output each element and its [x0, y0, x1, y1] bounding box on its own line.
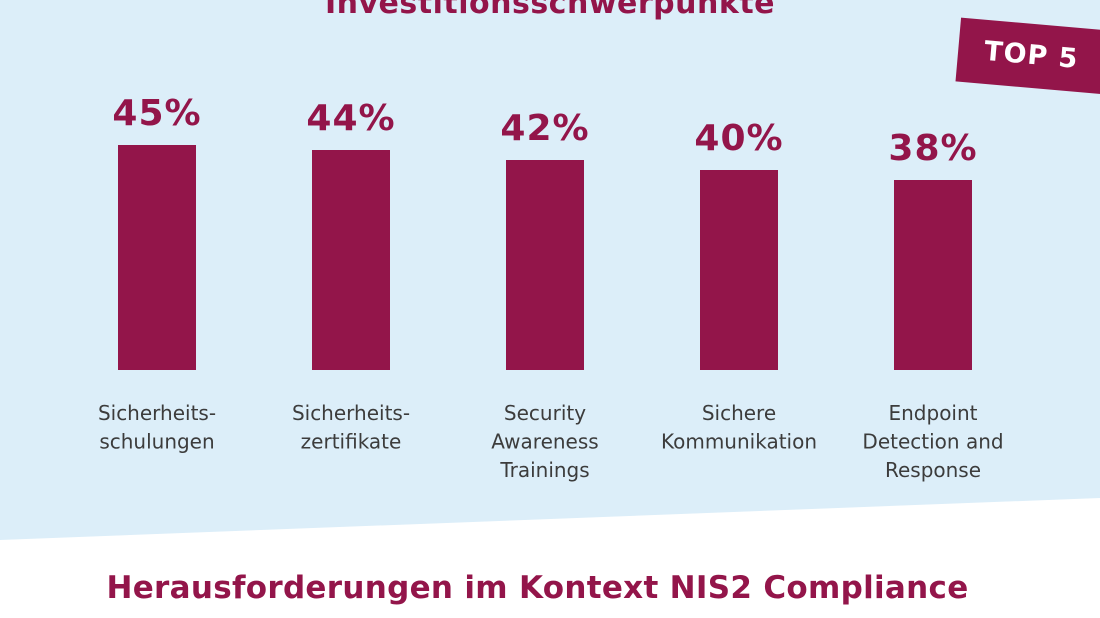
- bar-0: [118, 145, 196, 370]
- category-label-4: Endpoint Detection and Response: [862, 401, 1003, 482]
- category-label-2: Security Awareness Trainings: [491, 401, 598, 482]
- bar-2: [506, 160, 584, 370]
- section-heading: Herausforderungen im Kontext NIS2 Compli…: [106, 570, 969, 606]
- value-label-1: 44%: [306, 98, 395, 139]
- value-label-0: 45%: [112, 93, 201, 134]
- category-label-line: zertifikate: [301, 430, 402, 454]
- value-label-3: 40%: [694, 118, 783, 159]
- category-label-line: Sicherheits-: [98, 401, 216, 425]
- category-label-line: Detection and: [862, 430, 1003, 454]
- category-label-line: Sichere: [702, 401, 776, 425]
- category-label-line: Security: [504, 401, 586, 425]
- category-label-line: Awareness: [491, 430, 598, 454]
- value-label-2: 42%: [500, 108, 589, 149]
- category-label-line: Trainings: [499, 458, 589, 482]
- category-label-line: Response: [885, 458, 981, 482]
- category-label-line: Sicherheits-: [292, 401, 410, 425]
- chart-title: Investitionsschwerpunkte: [324, 0, 776, 21]
- category-label-line: schulungen: [99, 430, 214, 454]
- category-label-3: Sichere Kommunikation: [661, 401, 817, 454]
- category-label-line: Kommunikation: [661, 430, 817, 454]
- bar-4: [894, 180, 972, 370]
- bar-3: [700, 170, 778, 370]
- category-label-line: Endpoint: [888, 401, 977, 425]
- bar-1: [312, 150, 390, 370]
- category-label-0: Sicherheits-schulungen: [98, 401, 216, 454]
- category-label-1: Sicherheits-zertifikate: [292, 401, 410, 454]
- value-label-4: 38%: [888, 128, 977, 169]
